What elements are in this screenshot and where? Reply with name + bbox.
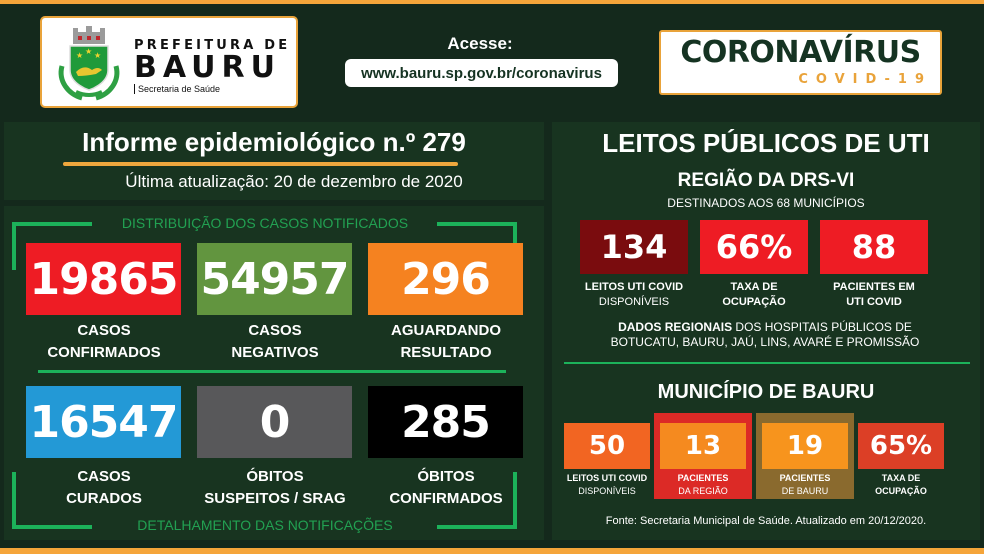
suspected-deaths-value: 0 — [197, 386, 352, 458]
svg-text:★: ★ — [76, 51, 83, 60]
city-beds-label: LEITOS UTI COVID DISPONÍVEIS — [559, 472, 655, 498]
confirmed-cases-label: CASOS CONFIRMADOS — [24, 320, 184, 364]
regional-note-line2: BOTUCATU, BAURU, JAÚ, LINS, AVARÉ E PROM… — [610, 335, 920, 349]
label-line2: RESULTADO — [400, 344, 492, 361]
logo-text: PREFEITURA DE BAURU Secretaria de Saúde — [134, 38, 290, 94]
suspected-deaths-label: ÓBITOS SUSPEITOS / SRAG — [195, 466, 355, 510]
label-line2: DA REGIÃO — [678, 486, 728, 496]
region-title: REGIÃO DA DRS-VI — [677, 170, 855, 191]
label-line2: DISPONÍVEIS — [578, 486, 636, 496]
coronavirus-badge: CORONAVÍRUS COVID-19 — [659, 30, 942, 95]
frame-bottom-left — [12, 525, 92, 529]
middle-divider — [38, 370, 506, 373]
bauru-patients-label: PACIENTES DE BAURU — [757, 472, 853, 498]
distribution-caption: DISTRIBUIÇÃO DOS CASOS NOTIFICADOS — [121, 215, 409, 231]
report-info-panel — [4, 122, 544, 200]
city-beds-value: 50 — [564, 423, 650, 469]
badge-subtitle: COVID-19 — [798, 72, 932, 87]
label-line2: OCUPAÇÃO — [875, 486, 927, 496]
bauru-crest-icon: ★ ★ ★ — [58, 26, 120, 101]
regional-note-line1: DOS HOSPITAIS PÚBLICOS DE — [732, 320, 912, 334]
label-line1: CASOS — [77, 322, 131, 339]
access-label: Acesse: — [447, 34, 513, 53]
label-line2: NEGATIVOS — [231, 344, 319, 361]
svg-text:★: ★ — [85, 47, 92, 56]
city-title: MUNICÍPIO DE BAURU — [657, 381, 875, 403]
logo-secretaria: Secretaria de Saúde — [134, 84, 290, 94]
label-line1: TAXA DE — [881, 473, 921, 483]
report-title: Informe epidemiológico n.º 279 — [82, 127, 466, 157]
frame-bottom-right — [437, 525, 517, 529]
label-line1: LEITOS UTI COVID — [566, 473, 648, 483]
frame-top-right — [437, 222, 517, 226]
top-accent-bar — [0, 0, 984, 4]
regional-patients-label: PACIENTES EM UTI COVID — [814, 280, 934, 310]
details-caption: DETALHAMENTO DAS NOTIFICAÇÕES — [137, 517, 393, 533]
label-line1: PACIENTES EM — [833, 281, 915, 293]
uti-title: LEITOS PÚBLICOS DE UTI — [602, 128, 930, 158]
pending-results-value: 296 — [368, 243, 523, 315]
label-line1: ÓBITOS — [246, 468, 304, 485]
regional-beds-value: 134 — [580, 220, 688, 274]
region-subtitle: DESTINADOS AOS 68 MUNICÍPIOS — [667, 196, 865, 210]
bauru-patients-value: 19 — [762, 423, 848, 469]
city-occupancy-value: 65% — [858, 423, 944, 469]
title-underline — [63, 162, 458, 166]
label-line1: CASOS — [77, 468, 131, 485]
frame-right-bottom — [513, 472, 517, 528]
frame-top-left — [12, 222, 92, 226]
source-note: Fonte: Secretaria Municipal de Saúde. At… — [605, 515, 927, 527]
label-line1: PACIENTES — [677, 473, 729, 483]
bottom-accent-bar — [0, 548, 984, 554]
last-update: Última atualização: 20 de dezembro de 20… — [125, 172, 463, 191]
access-url-link[interactable]: www.bauru.sp.gov.br/coronavirus — [345, 59, 618, 87]
label-line2: SUSPEITOS / SRAG — [204, 490, 346, 507]
recovered-cases-label: CASOS CURADOS — [24, 466, 184, 510]
uti-divider — [564, 362, 970, 364]
negative-cases-label: CASOS NEGATIVOS — [195, 320, 355, 364]
svg-text:★: ★ — [94, 51, 101, 60]
regional-note-bold: DADOS REGIONAIS — [618, 320, 733, 334]
region-patients-label: PACIENTES DA REGIÃO — [655, 472, 751, 498]
logo-prefeitura: PREFEITURA DE — [134, 38, 291, 53]
label-line2: CURADOS — [66, 490, 142, 507]
label-line2: CONFIRMADOS — [389, 490, 503, 507]
frame-left-bottom — [12, 472, 16, 528]
badge-title: CORONAVÍRUS — [680, 35, 921, 70]
label-line2: CONFIRMADOS — [47, 344, 161, 361]
negative-cases-value: 54957 — [197, 243, 352, 315]
label-line2: UTI COVID — [846, 296, 902, 308]
recovered-cases-value: 16547 — [26, 386, 181, 458]
label-line1: ÓBITOS — [417, 468, 475, 485]
label-line2: DISPONÍVEIS — [598, 296, 670, 308]
label-line1: LEITOS UTI COVID — [584, 281, 684, 293]
frame-left-top — [12, 222, 16, 270]
regional-occupancy-label: TAXA DE OCUPAÇÃO — [694, 280, 814, 310]
regional-note: DADOS REGIONAIS DOS HOSPITAIS PÚBLICOS D… — [560, 320, 970, 350]
label-line1: CASOS — [248, 322, 302, 339]
confirmed-deaths-label: ÓBITOS CONFIRMADOS — [366, 466, 526, 510]
label-line1: PACIENTES — [779, 473, 831, 483]
region-patients-value: 13 — [660, 423, 746, 469]
city-occupancy-label: TAXA DE OCUPAÇÃO — [853, 472, 949, 498]
pending-results-label: AGUARDANDO RESULTADO — [366, 320, 526, 364]
regional-patients-value: 88 — [820, 220, 928, 274]
confirmed-deaths-value: 285 — [368, 386, 523, 458]
label-line2: DE BAURU — [781, 486, 829, 496]
label-line1: TAXA DE — [730, 281, 778, 293]
label-line1: AGUARDANDO — [391, 322, 501, 339]
regional-occupancy-value: 66% — [700, 220, 808, 274]
confirmed-cases-value: 19865 — [26, 243, 181, 315]
prefeitura-logo: ★ ★ ★ PREFEITURA DE BAURU Secretaria de … — [40, 16, 298, 108]
regional-beds-label: LEITOS UTI COVID DISPONÍVEIS — [574, 280, 694, 310]
logo-bauru: BAURU — [134, 50, 281, 85]
label-line2: OCUPAÇÃO — [722, 296, 786, 308]
